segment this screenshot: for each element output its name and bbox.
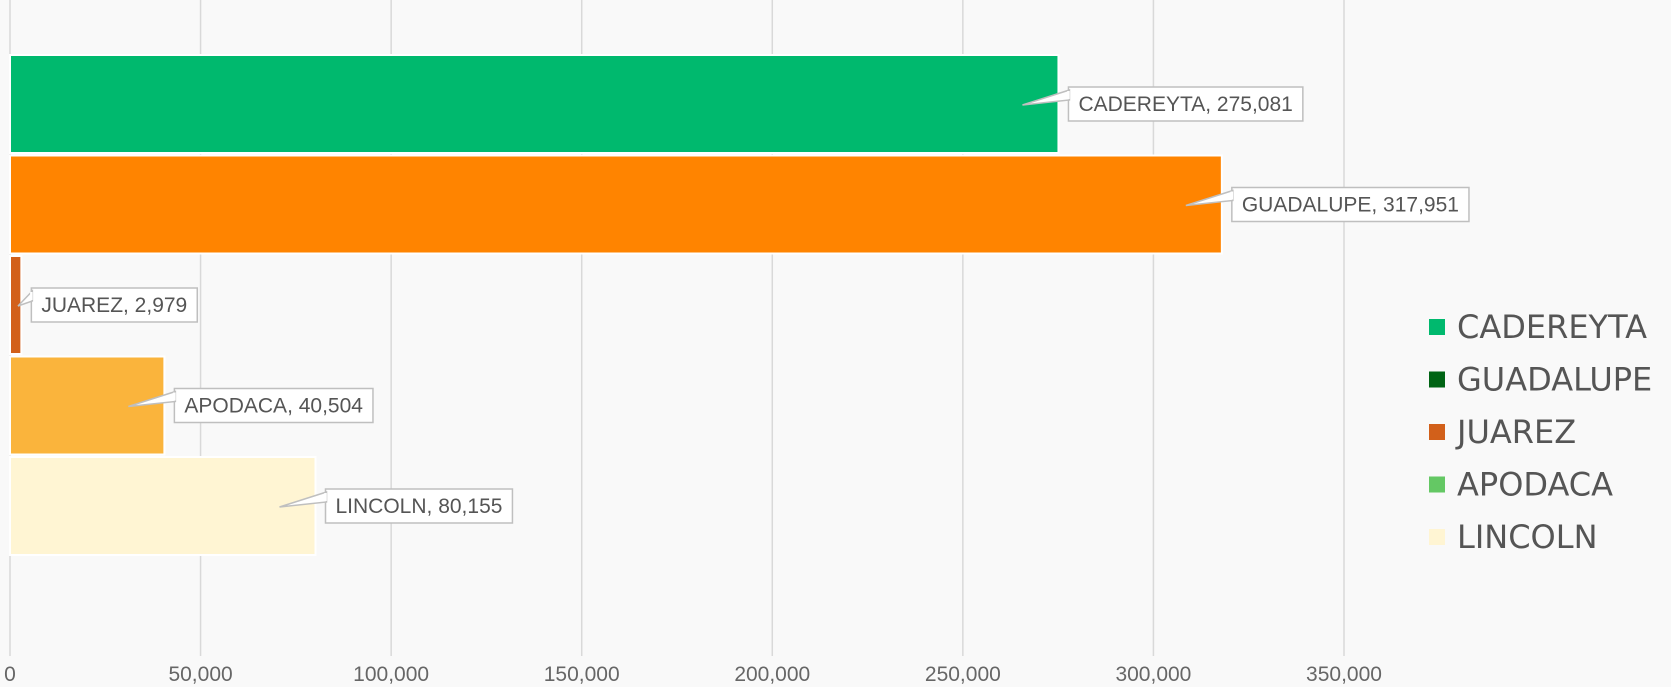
x-tick-label: 50,000 [168, 663, 232, 686]
data-label-text: LINCOLN, 80,155 [336, 495, 503, 518]
legend-label: GUADALUPE [1457, 361, 1652, 399]
legend-swatch [1429, 424, 1445, 440]
data-label-apodaca: APODACA, 40,504 [128, 387, 374, 424]
data-label-box [1067, 86, 1304, 122]
data-label-box [173, 387, 374, 424]
x-tick-label: 150,000 [544, 663, 620, 686]
legend-item-juarez: JUAREZ [1429, 413, 1576, 451]
x-tick-label: 350,000 [1306, 663, 1382, 686]
data-label-text: APODACA, 40,504 [184, 395, 363, 418]
data-label-box [324, 488, 514, 524]
data-label-box [30, 287, 199, 323]
data-label-text: GUADALUPE, 317,951 [1242, 194, 1459, 217]
x-tick-label: 300,000 [1115, 663, 1191, 686]
data-label-cadereyta: CADEREYTA, 275,081 [1022, 86, 1304, 122]
x-tick-label: 0 [4, 663, 16, 686]
legend-label: CADEREYTA [1457, 308, 1647, 346]
x-tick-label: 100,000 [353, 663, 429, 686]
legend-swatch [1429, 476, 1445, 493]
data-label-lincoln: LINCOLN, 80,155 [279, 488, 514, 524]
legend-item-lincoln: LINCOLN [1429, 518, 1598, 556]
x-tick-label: 250,000 [925, 663, 1001, 686]
legend-swatch [1429, 529, 1445, 545]
data-label-guadalupe: GUADALUPE, 317,951 [1185, 186, 1470, 223]
bar-guadalupe [9, 154, 1223, 255]
data-label-juarez: JUAREZ, 2,979 [17, 287, 199, 323]
legend: CADEREYTA GUADALUPE JUAREZ APODACA LINCOLN [1429, 308, 1652, 556]
x-tick-label: 200,000 [734, 663, 810, 686]
legend-item-guadalupe: GUADALUPE [1429, 361, 1652, 399]
data-label-text: JUAREZ, 2,979 [41, 294, 187, 317]
bars [9, 54, 1223, 556]
data-label-box [1231, 186, 1470, 223]
legend-label: APODACA [1457, 466, 1613, 504]
legend-swatch [1429, 319, 1445, 335]
data-labels: CADEREYTA, 275,081 GUADALUPE, 317,951 JUAR… [17, 86, 1470, 524]
legend-label: LINCOLN [1457, 518, 1598, 556]
bar-lincoln [9, 456, 317, 556]
data-label-text: CADEREYTA, 275,081 [1078, 93, 1292, 116]
legend-swatch [1429, 371, 1445, 388]
legend-item-apodaca: APODACA [1429, 466, 1613, 504]
legend-label: JUAREZ [1455, 413, 1576, 451]
bar-cadereyta [9, 54, 1060, 154]
legend-item-cadereyta: CADEREYTA [1429, 308, 1647, 346]
x-axis-ticks: 0 50,000 100,000 150,000 200,000 250,000 300,0… [4, 663, 1382, 686]
